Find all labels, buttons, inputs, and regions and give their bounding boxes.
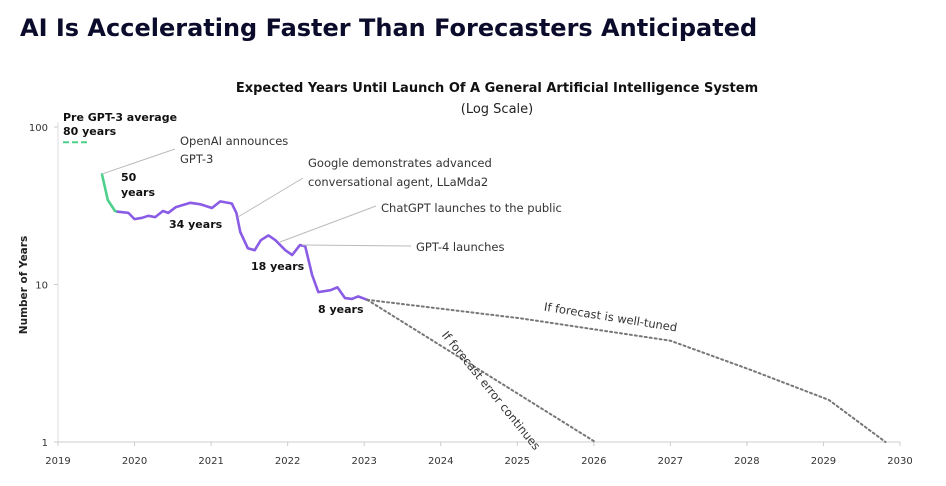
annotation: 80 years	[63, 125, 117, 138]
x-tick-label: 2020	[122, 456, 147, 467]
annotation: ChatGPT launches to the public	[381, 201, 562, 215]
leader-line	[279, 205, 377, 243]
data-line	[100, 173, 119, 213]
data-line	[116, 200, 369, 302]
annotation: GPT-4 launches	[416, 240, 504, 254]
x-tick-label: 2026	[581, 456, 606, 467]
annotation: 50	[121, 171, 137, 184]
y-tick-label: 100	[29, 123, 48, 134]
annotation: GPT-3	[180, 152, 213, 166]
y-axis-label: Number of Years	[18, 236, 30, 334]
annotation: Google demonstrates advanced	[308, 156, 492, 170]
chart-subtitle: (Log Scale)	[461, 102, 533, 117]
annotation: 18 years	[251, 260, 305, 273]
x-tick-label: 2030	[887, 456, 912, 467]
x-tick-label: 2023	[351, 456, 376, 467]
x-tick-label: 2029	[811, 456, 836, 467]
leader-line	[237, 177, 304, 218]
x-tick-label: 2028	[734, 456, 759, 467]
annotation: Pre GPT-3 average	[63, 111, 177, 124]
annotation: 34 years	[169, 218, 223, 231]
x-tick-label: 2027	[658, 456, 683, 467]
x-tick-label: 2025	[505, 456, 530, 467]
annotation: conversational agent, LLaMda2	[308, 175, 488, 189]
page-title: AI Is Accelerating Faster Than Forecaste…	[20, 14, 757, 42]
annotation: OpenAI announces	[180, 134, 288, 148]
x-tick-label: 2021	[198, 456, 223, 467]
y-tick-label: 1	[42, 438, 48, 449]
series-label: If forecast is well-tuned	[543, 300, 678, 335]
annotation: years	[121, 186, 155, 199]
chart-title: Expected Years Until Launch Of A General…	[236, 81, 758, 96]
projection-line	[366, 298, 597, 443]
y-tick-label: 10	[35, 281, 48, 292]
x-tick-label: 2022	[275, 456, 300, 467]
series-label: If forecast error continues	[439, 328, 543, 452]
projection-line	[366, 298, 887, 443]
leader-line	[101, 148, 176, 175]
x-tick-label: 2024	[428, 456, 453, 467]
leader-line	[301, 244, 412, 247]
x-tick-label: 2019	[45, 456, 70, 467]
annotation: 8 years	[318, 303, 364, 316]
